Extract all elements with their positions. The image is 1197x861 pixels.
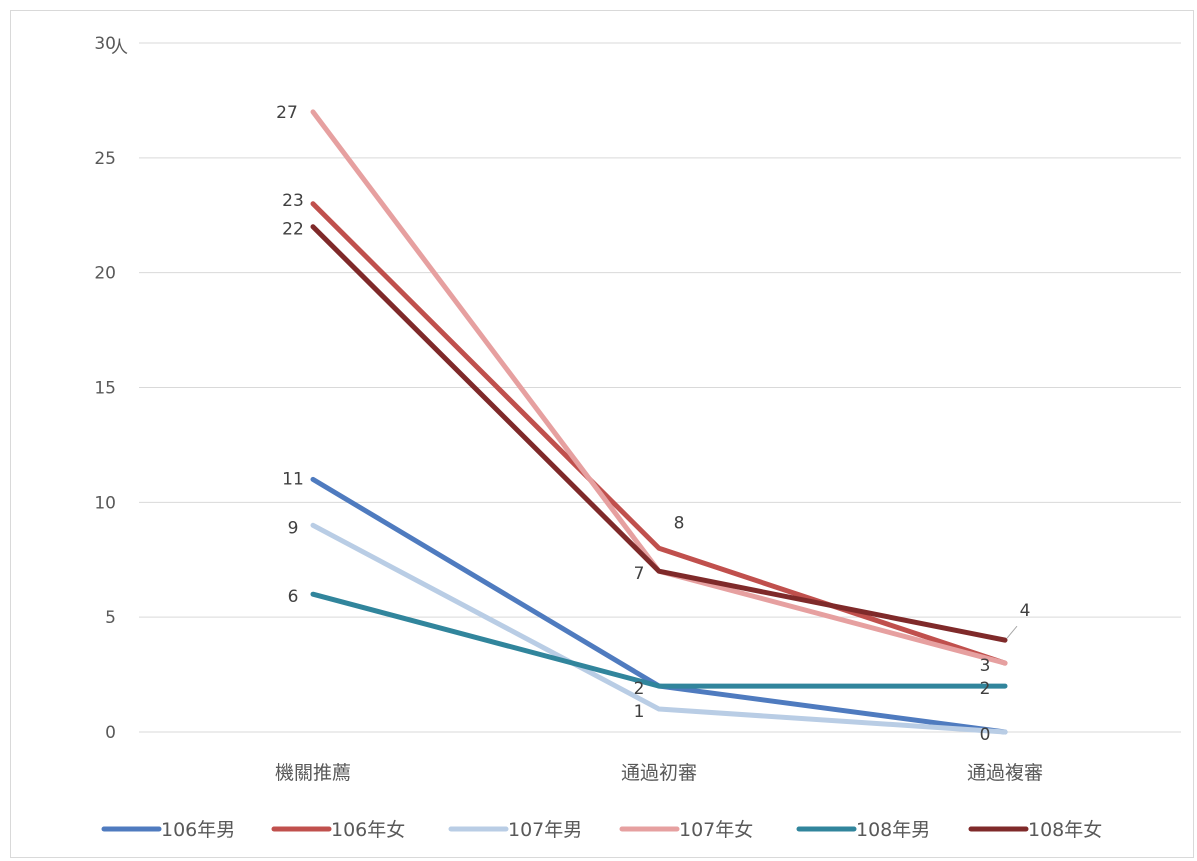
legend-entry: 107年女 — [679, 819, 753, 841]
series-lines — [310, 109, 1008, 735]
legend-entry: 108年女 — [1028, 819, 1102, 841]
series-line-5 — [310, 224, 1008, 643]
data-label: 7 — [634, 564, 645, 584]
data-label: 23 — [282, 191, 304, 211]
y-tick-label: 25 — [94, 149, 116, 169]
x-category-label: 通過初審 — [621, 762, 697, 784]
y-tick-label: 30 — [94, 34, 116, 54]
data-label: 6 — [288, 587, 299, 607]
y-tick-label: 5 — [105, 608, 116, 628]
data-label: 22 — [282, 220, 304, 240]
y-tick-label: 0 — [105, 723, 116, 743]
leader-line — [1006, 625, 1018, 639]
legend: 106年男 106年女 107年男 107年女 108年男 108年女 — [101, 819, 1102, 841]
chart-frame: 0 5 10 15 20 25 30 人機關推薦 通過初審 通過複審 11 0 23 8 9 1 27 3 6 2 2… — [10, 10, 1194, 858]
x-category-label: 通過複審 — [967, 762, 1043, 784]
y-unit-label: 人 — [111, 38, 128, 58]
gridlines — [139, 42, 1181, 733]
data-label: 11 — [282, 469, 304, 489]
series-line-0 — [310, 476, 1008, 735]
series-line-2 — [310, 522, 1008, 735]
data-label: 1 — [634, 702, 645, 722]
data-label: 3 — [980, 656, 991, 676]
x-category-label: 機關推薦 — [275, 762, 351, 784]
series-line-1 — [310, 201, 1008, 666]
data-label: 0 — [980, 725, 991, 745]
legend-entry: 107年男 — [508, 819, 582, 841]
data-label: 8 — [674, 513, 685, 533]
data-label: 2 — [634, 679, 645, 699]
data-label: 9 — [288, 518, 299, 538]
y-tick-label: 15 — [94, 379, 116, 399]
legend-entry: 106年男 — [161, 819, 235, 841]
series-line-4 — [310, 591, 1008, 689]
data-label: 4 — [1020, 601, 1031, 621]
legend-entry: 106年女 — [331, 819, 405, 841]
data-label: 27 — [276, 103, 298, 123]
y-tick-label: 20 — [94, 264, 116, 284]
data-label: 2 — [980, 679, 991, 699]
legend-entry: 108年男 — [856, 819, 930, 841]
y-tick-label: 10 — [94, 493, 116, 513]
